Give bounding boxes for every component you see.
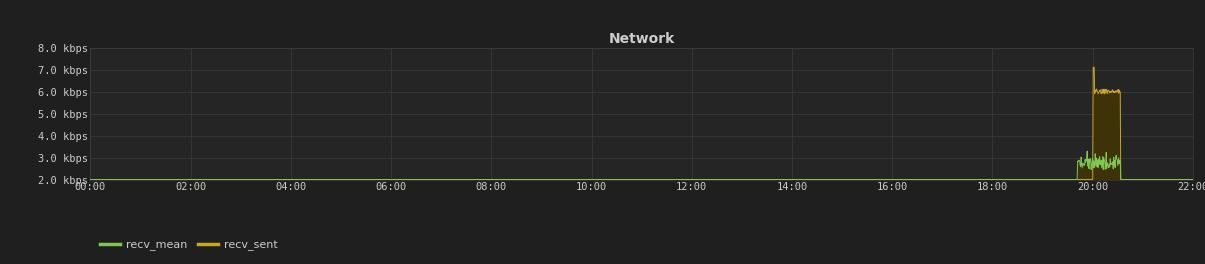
Title: Network: Network xyxy=(609,32,675,46)
Legend: recv_mean, recv_sent: recv_mean, recv_sent xyxy=(96,235,282,255)
